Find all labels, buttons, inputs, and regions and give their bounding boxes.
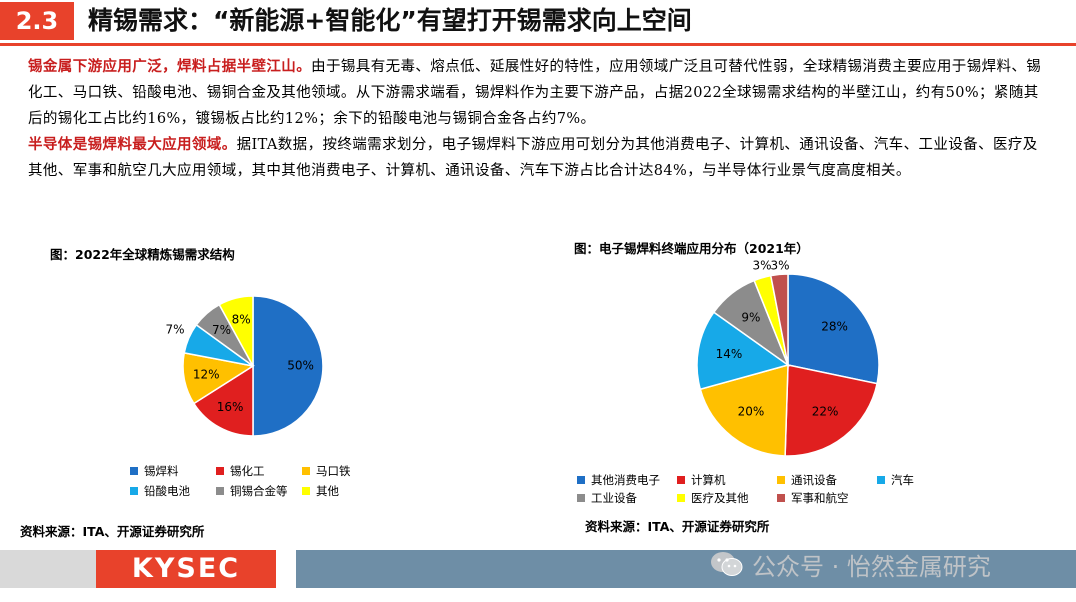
legend-label: 通讯设备	[791, 473, 837, 487]
legend-item: 医疗及其他	[677, 490, 749, 506]
footer-bar-right	[296, 550, 1076, 588]
legend-item: 其他	[302, 483, 339, 499]
body-text: 锡金属下游应用广泛，焊料占据半壁江山。由于锡具有无毒、熔点低、延展性好的特性，应…	[28, 54, 1048, 184]
paragraph-1-highlight: 锡金属下游应用广泛，焊料占据半壁江山。	[28, 58, 312, 75]
legend-swatch	[777, 494, 785, 502]
legend-label: 铜锡合金等	[230, 484, 288, 498]
paragraph-1-text: 由于锡具有无毒、熔点低、延展性好的特性，应用领域广泛且可替代性弱，全球精锡消费主…	[28, 59, 1042, 127]
pie-slice	[696, 311, 790, 391]
legend-swatch	[216, 467, 224, 475]
legend-swatch	[302, 487, 310, 495]
pie-slice	[218, 295, 254, 367]
pie-data-label: 50%	[287, 359, 314, 373]
paragraph-2: 半导体是锡焊料最大应用领域。据ITA数据，按终端需求划分，电子锡焊料下游应用可划…	[28, 132, 1048, 184]
legend-item: 锡焊料	[130, 463, 179, 479]
left-figure-source: 资料来源：ITA、开源证券研究所	[20, 524, 205, 539]
pie-data-label: 20%	[738, 405, 765, 419]
legend-label: 铅酸电池	[144, 484, 190, 498]
paragraph-2-highlight: 半导体是锡焊料最大应用领域。	[28, 136, 237, 153]
paragraph-1: 锡金属下游应用广泛，焊料占据半壁江山。由于锡具有无毒、熔点低、延展性好的特性，应…	[28, 54, 1048, 132]
legend-label: 其他	[316, 484, 339, 498]
left-pie-legend: 锡焊料 锡化工 马口铁铅酸电池 铜锡合金等 其他	[130, 463, 460, 503]
legend-item: 铜锡合金等	[216, 483, 288, 499]
legend-swatch	[577, 494, 585, 502]
legend-item: 锡化工	[216, 463, 265, 479]
legend-item: 马口铁	[302, 463, 351, 479]
pie-data-label: 22%	[812, 405, 839, 419]
legend-item: 铅酸电池	[130, 483, 190, 499]
pie-data-label: 12%	[193, 367, 220, 381]
header-rule	[0, 43, 1076, 46]
legend-swatch	[777, 476, 785, 484]
legend-swatch	[577, 476, 585, 484]
right-figure-source: 资料来源：ITA、开源证券研究所	[585, 519, 770, 534]
legend-item: 工业设备	[577, 490, 637, 506]
legend-swatch	[877, 476, 885, 484]
legend-swatch	[677, 476, 685, 484]
legend-item: 计算机	[677, 472, 726, 488]
pie-data-label: 28%	[821, 320, 848, 334]
legend-label: 工业设备	[591, 491, 637, 505]
pie-slice	[252, 295, 324, 437]
right-pie-chart: 28% 22% 20% 14% 9% 3%3%	[696, 259, 880, 457]
legend-label: 医疗及其他	[691, 491, 749, 505]
pie-data-label: 3%	[752, 259, 771, 273]
legend-label: 军事和航空	[791, 491, 849, 505]
slide-title: 精锡需求：“新能源+智能化”有望打开锡需求向上空间	[88, 6, 692, 35]
pie-data-label: 7%	[212, 323, 231, 337]
legend-label: 其他消费电子	[591, 473, 660, 487]
legend-swatch	[677, 494, 685, 502]
legend-item: 通讯设备	[777, 472, 837, 488]
legend-swatch	[130, 467, 138, 475]
legend-swatch	[216, 487, 224, 495]
pie-slice	[769, 273, 789, 366]
footer-bar-left	[0, 550, 96, 588]
pie-slice	[192, 364, 254, 437]
slide-header: 2.3 精锡需求：“新能源+智能化”有望打开锡需求向上空间	[0, 0, 1076, 42]
legend-label: 汽车	[891, 473, 914, 487]
pie-slice	[699, 364, 789, 457]
right-pie-legend: 其他消费电子 计算机 通讯设备 汽车工业设备 医疗及其他 军事和航空	[577, 472, 977, 508]
legend-item: 其他消费电子	[577, 472, 660, 488]
pie-data-label: 7%	[165, 323, 184, 337]
pie-data-label: 16%	[217, 400, 244, 414]
legend-label: 马口铁	[316, 464, 351, 478]
pie-data-label: 9%	[741, 310, 760, 324]
legend-item: 汽车	[877, 472, 914, 488]
watermark-text: 公众号 · 怡然金属研究	[752, 552, 991, 581]
watermark: 公众号 · 怡然金属研究	[710, 544, 991, 584]
footer-logo: KYSEC	[96, 550, 276, 588]
legend-item: 军事和航空	[777, 490, 849, 506]
pie-data-label: 8%	[232, 312, 251, 326]
legend-label: 计算机	[691, 473, 726, 487]
pie-data-label: 3%	[770, 259, 789, 273]
left-pie-chart: 50%16%12%7% 7%8%	[165, 295, 324, 437]
section-number: 2.3	[0, 2, 74, 40]
pie-slice	[787, 273, 880, 385]
paragraph-2-text: 据ITA数据，按终端需求划分，电子锡焊料下游应用可划分为其他消费电子、计算机、通…	[28, 137, 1038, 179]
right-figure-title: 图：电子锡焊料终端应用分布（2021年）	[574, 241, 809, 256]
legend-label: 锡化工	[230, 464, 265, 478]
left-figure-title: 图：2022年全球精炼锡需求结构	[50, 247, 235, 262]
pie-slice	[784, 364, 878, 457]
legend-swatch	[130, 487, 138, 495]
pie-data-label: 14%	[716, 347, 743, 361]
wechat-icon	[711, 552, 743, 576]
legend-label: 锡焊料	[144, 464, 179, 478]
legend-swatch	[302, 467, 310, 475]
